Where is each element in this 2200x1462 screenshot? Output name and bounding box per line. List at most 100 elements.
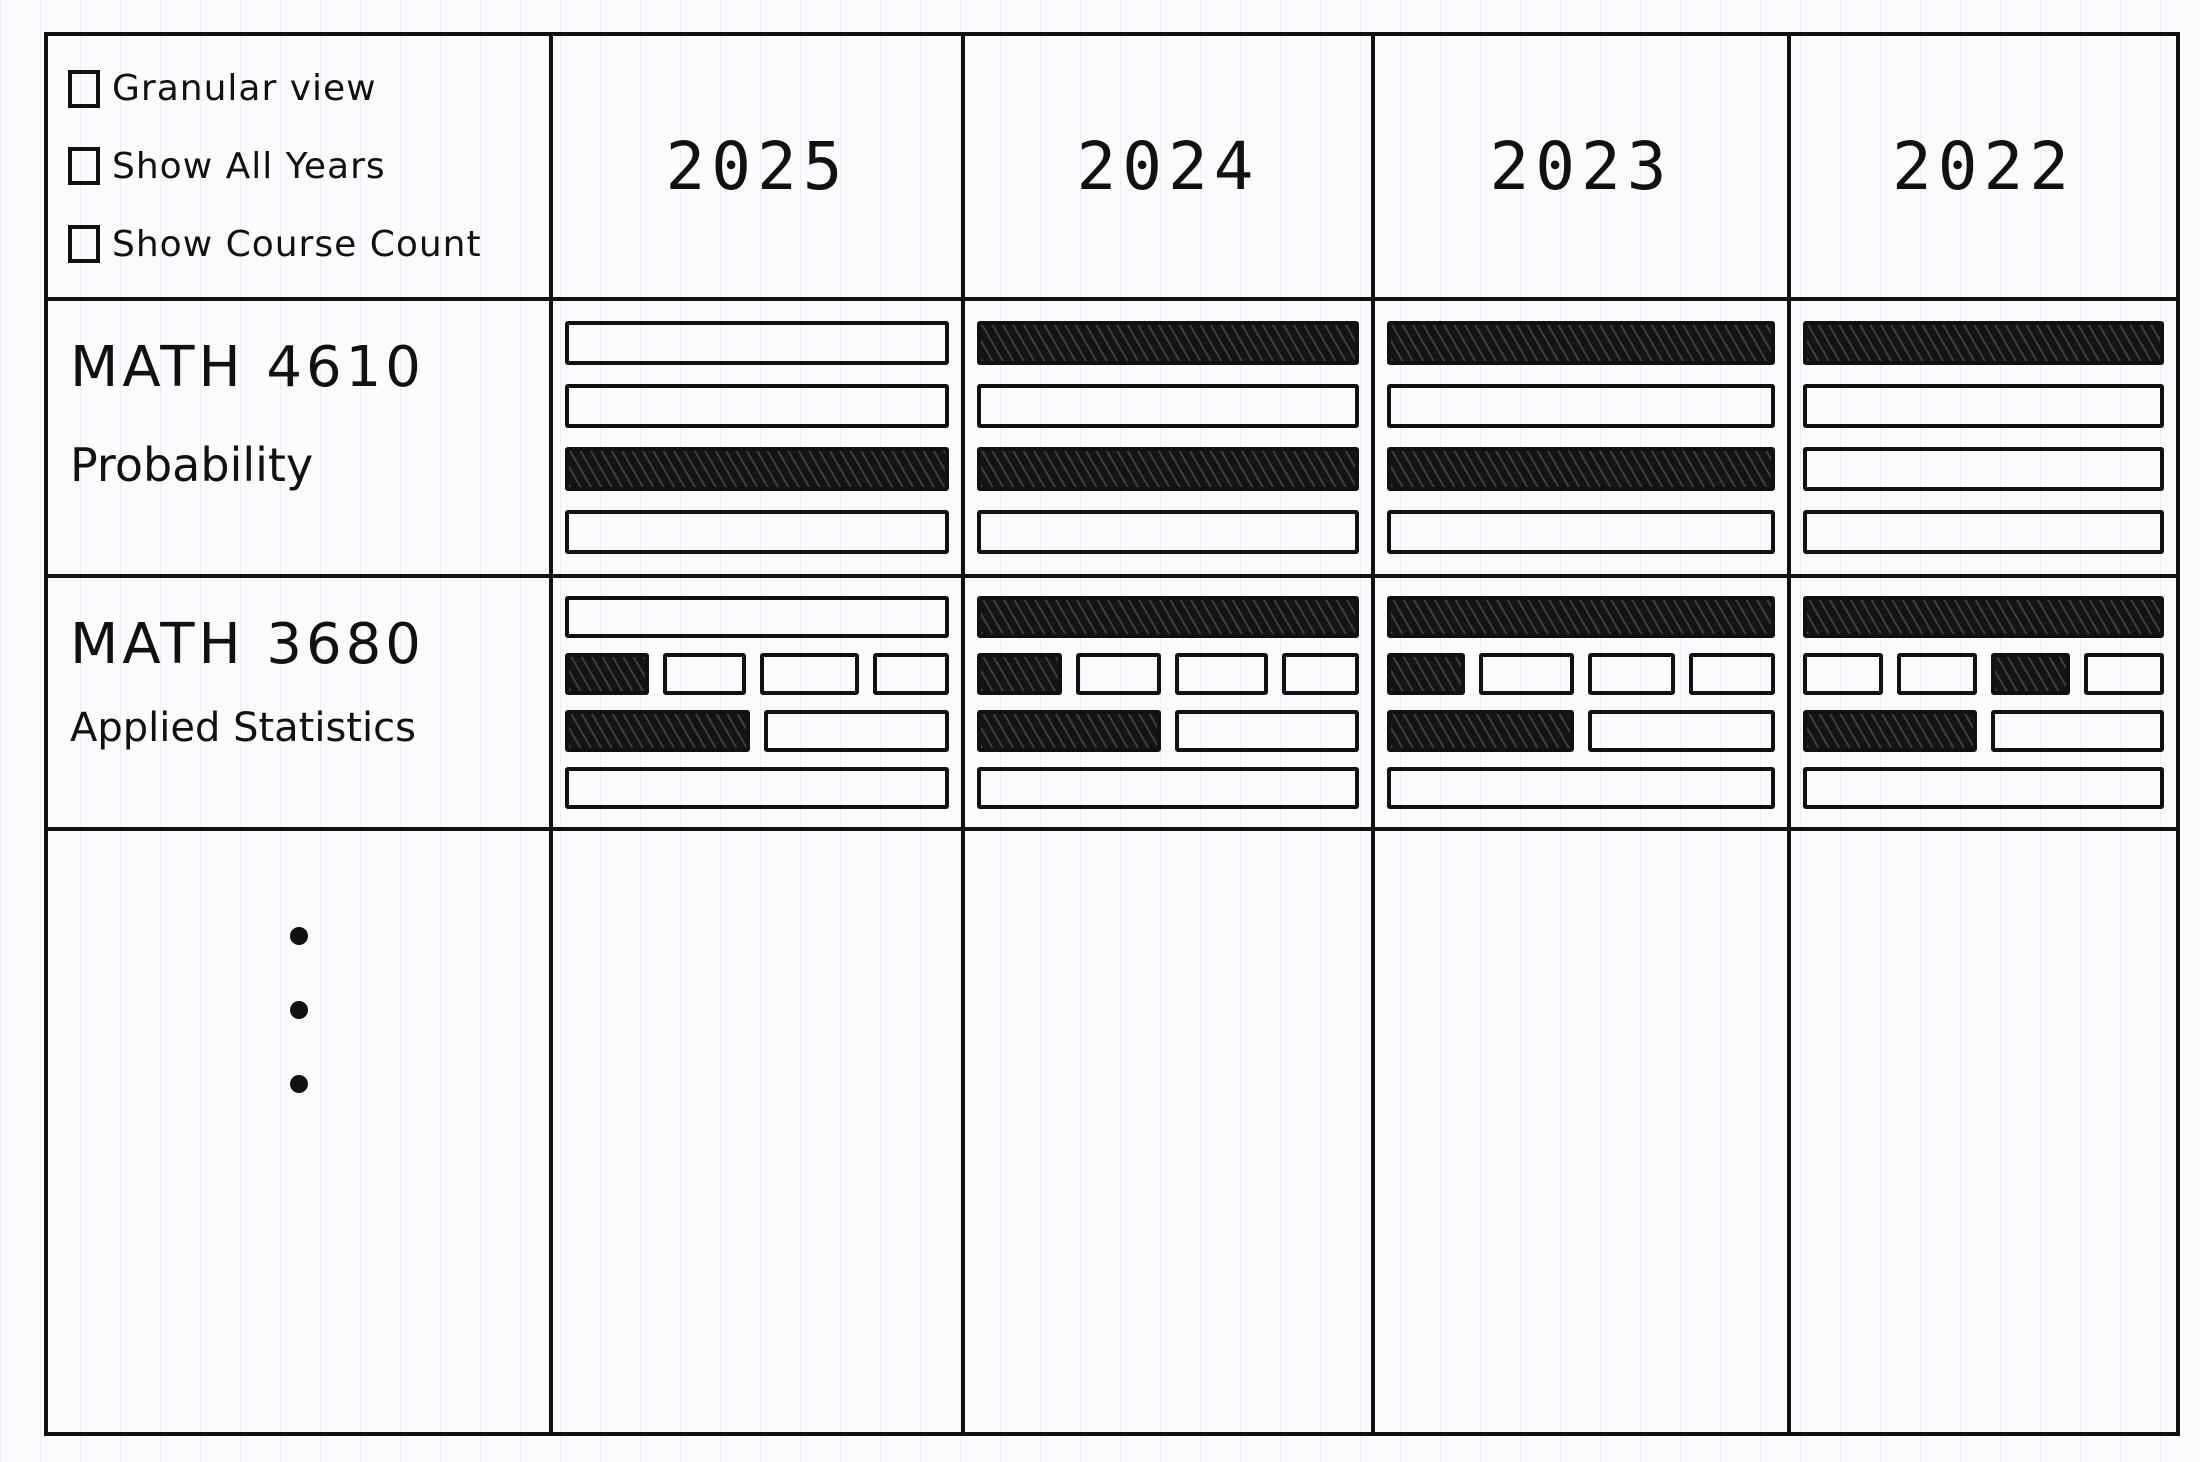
session-block-selected[interactable]: [1803, 320, 2164, 365]
session-block[interactable]: [1990, 710, 2164, 753]
session-block[interactable]: [1803, 652, 1883, 695]
session-row: [565, 320, 949, 365]
course-year-cell: [1791, 578, 2176, 831]
session-block-selected[interactable]: [1387, 595, 1775, 638]
session-block-selected[interactable]: [1387, 320, 1775, 365]
session-row: [565, 595, 949, 638]
course-label-math-4610[interactable]: MATH 4610 Probability: [48, 301, 553, 578]
session-block[interactable]: [760, 652, 859, 695]
ellipsis-dot: [289, 1001, 308, 1019]
show-course-count-option[interactable]: Show Course Count: [68, 224, 549, 265]
session-row: [1803, 320, 2164, 365]
year-header-2023[interactable]: 2023: [1375, 36, 1791, 301]
session-block[interactable]: [1387, 767, 1775, 810]
session-row: [1387, 383, 1775, 428]
session-row: [565, 652, 949, 695]
session-block[interactable]: [1803, 447, 2164, 492]
session-block-selected[interactable]: [565, 710, 750, 753]
session-block[interactable]: [1896, 652, 1977, 695]
session-row: [1803, 510, 2164, 555]
session-block[interactable]: [764, 710, 949, 753]
schedule-grid: Granular view Show All Years Show Course…: [44, 32, 2180, 1436]
show-course-count-checkbox[interactable]: [68, 225, 100, 264]
year-header-2024[interactable]: 2024: [965, 36, 1375, 301]
session-block-selected[interactable]: [977, 447, 1359, 492]
session-block-selected[interactable]: [977, 710, 1161, 753]
session-row: [977, 767, 1359, 810]
session-row: [1387, 652, 1775, 695]
empty-cell: [965, 831, 1375, 1432]
course-year-cell: [1791, 301, 2176, 578]
session-block[interactable]: [1803, 510, 2164, 555]
more-courses-indicator: [48, 831, 553, 1432]
ellipsis-dot: [289, 1075, 308, 1093]
course-code: MATH 4610: [70, 335, 425, 400]
session-row: [1803, 652, 2164, 695]
empty-cell: [1791, 831, 2176, 1432]
session-block[interactable]: [1588, 710, 1775, 753]
session-block[interactable]: [1076, 652, 1161, 695]
session-block[interactable]: [565, 383, 949, 428]
course-year-cell: [553, 301, 965, 578]
granular-view-checkbox[interactable]: [68, 69, 100, 108]
session-block[interactable]: [1387, 510, 1775, 555]
show-all-years-option[interactable]: Show All Years: [68, 146, 549, 187]
session-block-selected[interactable]: [565, 447, 949, 492]
session-row: [1803, 767, 2164, 810]
session-row: [1803, 710, 2164, 753]
show-all-years-checkbox[interactable]: [68, 147, 100, 186]
granular-view-option[interactable]: Granular view: [68, 68, 549, 109]
empty-cell: [553, 831, 965, 1432]
session-block-selected[interactable]: [565, 652, 649, 695]
session-block[interactable]: [565, 510, 949, 555]
session-block[interactable]: [1281, 652, 1359, 695]
session-block[interactable]: [1588, 652, 1675, 695]
session-block[interactable]: [1803, 767, 2164, 810]
year-header-2025[interactable]: 2025: [553, 36, 965, 301]
session-block[interactable]: [1688, 652, 1775, 695]
session-block-selected[interactable]: [1387, 447, 1775, 492]
course-label-math-3680[interactable]: MATH 3680 Applied Statistics: [48, 578, 553, 831]
session-row: [565, 767, 949, 810]
course-name: Applied Statistics: [70, 705, 416, 751]
session-block-selected[interactable]: [977, 652, 1062, 695]
year-label: 2024: [1076, 128, 1260, 205]
session-block[interactable]: [977, 383, 1359, 428]
year-label: 2022: [1892, 128, 2075, 205]
session-block-selected[interactable]: [1803, 710, 1977, 753]
session-block-selected[interactable]: [1387, 652, 1465, 695]
session-block[interactable]: [565, 767, 949, 810]
session-block-selected[interactable]: [977, 320, 1359, 365]
session-block[interactable]: [1478, 652, 1574, 695]
session-row: [977, 383, 1359, 428]
course-year-cell: [553, 578, 965, 831]
session-block[interactable]: [2084, 652, 2164, 695]
session-row: [1387, 510, 1775, 555]
session-block[interactable]: [662, 652, 747, 695]
session-row: [1387, 767, 1775, 810]
session-row: [1803, 383, 2164, 428]
session-block[interactable]: [1803, 383, 2164, 428]
session-block-selected[interactable]: [1990, 652, 2071, 695]
session-blocks: [1803, 588, 2164, 817]
session-row: [565, 383, 949, 428]
session-block[interactable]: [1175, 710, 1359, 753]
session-block[interactable]: [565, 320, 949, 365]
session-block[interactable]: [1175, 652, 1268, 695]
year-header-2022[interactable]: 2022: [1791, 36, 2176, 301]
session-block[interactable]: [977, 767, 1359, 810]
session-row: [565, 447, 949, 492]
session-blocks: [1387, 311, 1775, 564]
session-blocks: [1803, 311, 2164, 564]
session-block[interactable]: [977, 510, 1359, 555]
session-block-selected[interactable]: [977, 595, 1359, 638]
session-block[interactable]: [565, 595, 949, 638]
session-block-selected[interactable]: [1803, 595, 2164, 638]
course-year-cell: [1375, 301, 1791, 578]
session-blocks: [1387, 588, 1775, 817]
session-block[interactable]: [1387, 383, 1775, 428]
session-block-selected[interactable]: [1387, 710, 1574, 753]
year-label: 2023: [1489, 128, 1673, 205]
session-block[interactable]: [872, 652, 949, 695]
session-row: [1387, 595, 1775, 638]
